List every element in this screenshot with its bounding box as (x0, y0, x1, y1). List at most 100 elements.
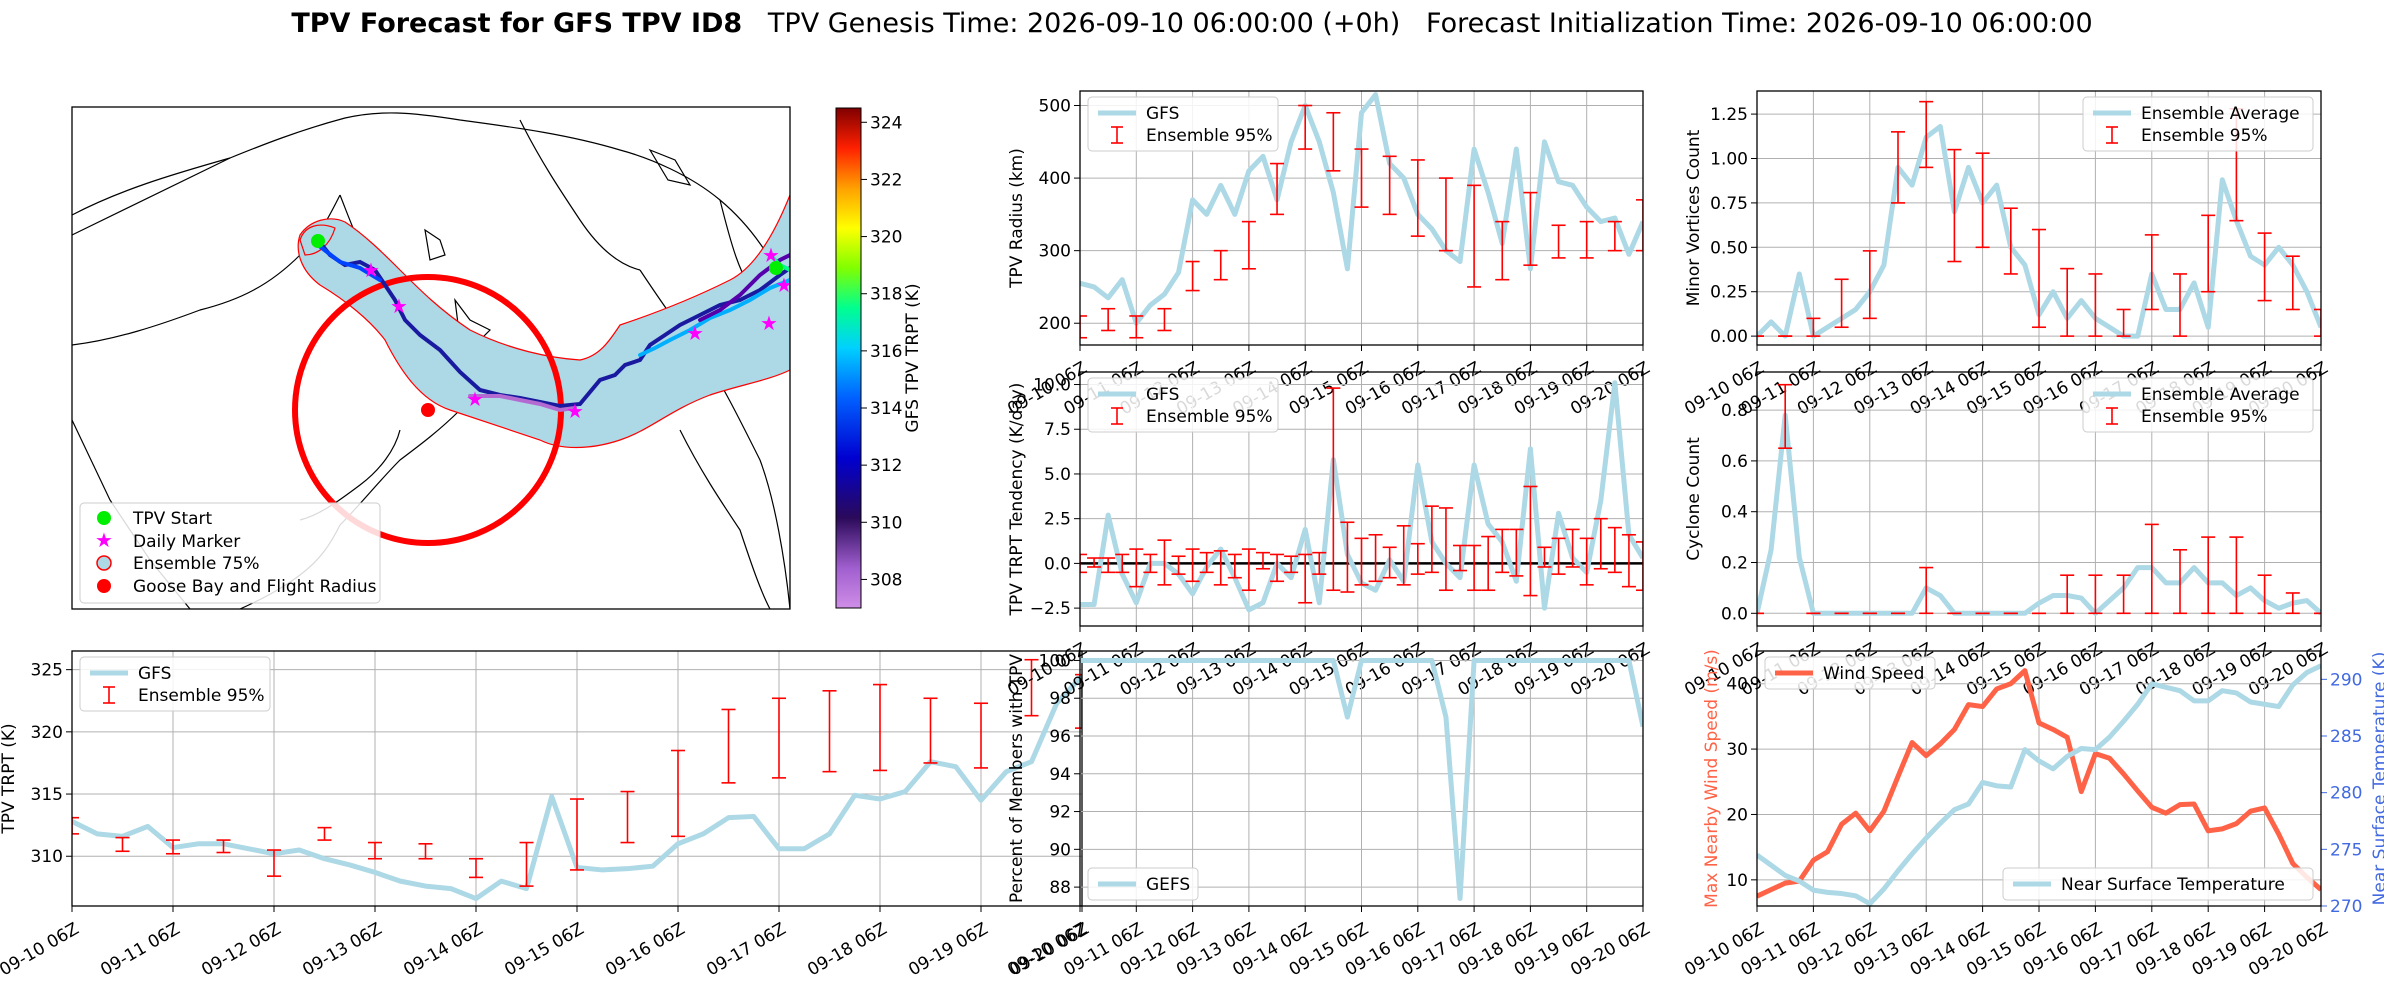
y-axis-label: Percent of Members with TPV (1007, 654, 1027, 903)
x-tick-label: 09-18 06Z (804, 919, 890, 980)
series-line (1757, 412, 2321, 616)
tpv-start-marker-east (769, 261, 783, 275)
colorbar-tick-label: 314 (870, 399, 902, 419)
legend-label: Ensemble 95% (1146, 407, 1273, 427)
y-tick-label: 2.5 (1044, 510, 1071, 530)
y-tick-label: 1.25 (1710, 105, 1748, 125)
plot-area (1080, 92, 1643, 339)
legend-label: Ensemble 95% (138, 686, 265, 706)
y-tick-label: 0.0 (1721, 604, 1748, 624)
x-tick-label: 09-17 06Z (703, 919, 789, 980)
map-panel: ★ ★ ★ ★ ★ ★ ★ ★ TPV Start ★ Daily Marker… (71, 106, 923, 610)
y-tick-label: 98 (1049, 689, 1071, 709)
y-tick-label: 0.50 (1710, 238, 1748, 258)
x-tick-label: 09-11 06Z (97, 919, 183, 980)
y-tick-label: 0.0 (1044, 554, 1071, 574)
plot-area (1757, 383, 2321, 616)
y-tick-label: 96 (1049, 727, 1071, 747)
y-tick-label: 20 (1726, 805, 1748, 825)
plot-frame (71, 650, 1083, 907)
gfs-track (316, 238, 790, 409)
y-tick-label: 200 (1039, 314, 1071, 334)
daily-marker: ★ (362, 258, 380, 282)
y-tick-label: 315 (31, 785, 63, 805)
colorbar-tick-label: 308 (870, 570, 902, 590)
legend-label: GFS (1146, 385, 1179, 405)
legend-label: GEFS (1146, 875, 1190, 895)
colorbar: 324 322 320 318 316 314 312 310 308 GFS TPV TRPT… (835, 107, 923, 609)
trpt-chart: 09-10 06Z 09-11 06Z 09-12 06Z 09-13 06Z 09-1… (0, 650, 1093, 980)
y-tick-label: −2.5 (1030, 599, 1071, 619)
y-axis-label: TPV TRPT Tendency (K/day) (1007, 383, 1027, 617)
legend-label: GFS (138, 664, 171, 684)
plot-frame (1079, 650, 1644, 907)
y-axis-label: TPV Radius (km) (1007, 148, 1027, 289)
legend-goose-bay: Goose Bay and Flight Radius (133, 577, 377, 597)
y2-axis-label: Near Surface Temperature (K) (2370, 652, 2384, 906)
daily-marker: ★ (760, 311, 778, 335)
daily-marker: ★ (775, 273, 793, 297)
y-axis-label: TPV TRPT (K) (0, 723, 19, 834)
legend-label: Ensemble 95% (1146, 126, 1273, 146)
ensemble-track-2 (638, 278, 790, 357)
y2-tick-label: 290 (2330, 670, 2362, 690)
series-line (1080, 657, 1643, 901)
ensemble-track-1 (316, 243, 382, 282)
y-axis-label: Minor Vortices Count (1684, 129, 1704, 306)
plot-area (1080, 657, 1643, 901)
y-tick-label: 10 (1726, 871, 1748, 891)
colorbar-tick-label: 310 (870, 513, 902, 533)
plot-area (1757, 663, 2321, 906)
y-tick-label: 0.4 (1721, 503, 1748, 523)
x-tick-label: 09-12 06Z (198, 919, 284, 980)
legend-label: Ensemble Average (2141, 104, 2300, 124)
y-axis-label: Max Nearby Wind Speed (m/s) (1702, 649, 1722, 908)
plot-area (72, 658, 1082, 902)
legend-box (1087, 867, 1199, 901)
plot-frame (1079, 90, 1644, 346)
colorbar-label: GFS TPV TRPT (K) (903, 283, 923, 432)
legend-label: Ensemble 95% (2141, 407, 2268, 427)
y2-tick-label: 275 (2330, 840, 2362, 860)
series-line (1757, 663, 2321, 906)
daily-marker: ★ (762, 243, 780, 267)
figure-title-bold: TPV Forecast for GFS TPV ID8 (291, 8, 743, 39)
legend-ensemble-75: Ensemble 75% (133, 554, 260, 574)
y-tick-label: 88 (1049, 878, 1071, 898)
daily-marker: ★ (466, 387, 484, 411)
map-frame (71, 106, 791, 610)
y2-tick-label: 285 (2330, 727, 2362, 747)
plot-area (1757, 100, 2321, 339)
plot-frame (1756, 90, 2322, 346)
colorbar-tick-label: 320 (870, 228, 902, 248)
y-tick-label: 400 (1039, 169, 1071, 189)
figure-title: TPV Forecast for GFS TPV ID8 TPV Genesis… (0, 8, 2384, 39)
y-tick-label: 7.5 (1044, 420, 1071, 440)
legend-box (2002, 867, 2314, 901)
series-line (1080, 92, 1643, 326)
y-tick-label: 100 (1039, 651, 1071, 671)
y-tick-label: 92 (1049, 803, 1071, 823)
y-tick-label: 0.6 (1721, 452, 1748, 472)
y-tick-label: 310 (31, 847, 63, 867)
y-tick-label: 0.25 (1710, 283, 1748, 303)
x-tick-label: 09-13 06Z (299, 919, 385, 980)
y-tick-label: 0.8 (1721, 401, 1748, 421)
colorbar-tick-label: 322 (870, 170, 902, 190)
x-tick-label: 09-14 06Z (400, 919, 486, 980)
y-tick-label: 10.0 (1033, 376, 1071, 396)
legend-daily-icon: ★ (95, 528, 113, 552)
legend-goose-bay-icon (97, 579, 111, 593)
x-tick-label: 09-19 06Z (905, 919, 991, 980)
y-tick-label: 40 (1726, 675, 1748, 695)
tpv-start-marker (311, 234, 325, 248)
y-tick-label: 90 (1049, 840, 1071, 860)
y-tick-label: 30 (1726, 740, 1748, 760)
daily-marker: ★ (566, 399, 584, 423)
colorbar-tick-label: 312 (870, 456, 902, 476)
x-tick-label: 09-15 06Z (501, 919, 587, 980)
colorbar-tick-label: 318 (870, 285, 902, 305)
